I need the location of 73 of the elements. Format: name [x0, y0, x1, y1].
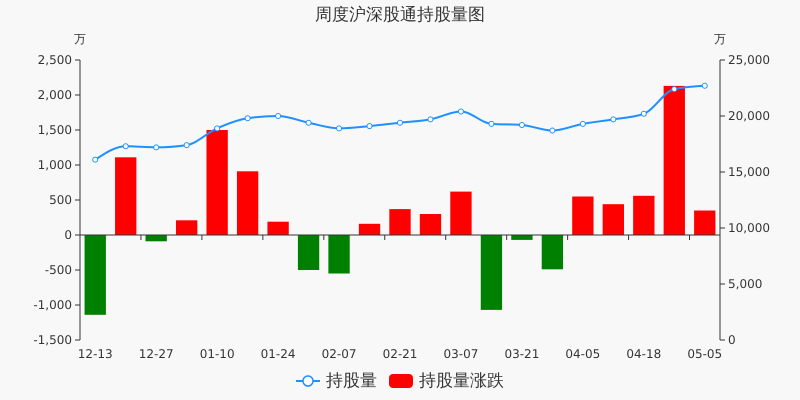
bar: [542, 235, 564, 270]
y-tick-label: -1,000: [33, 298, 72, 312]
point: [92, 156, 98, 163]
y2-tick-label: 20,000: [728, 109, 770, 124]
bar: [146, 235, 167, 242]
point: [427, 116, 434, 122]
x-tick-label: 12-13: [78, 347, 113, 361]
point: [184, 142, 190, 148]
y2-axis-title: 万: [714, 32, 726, 46]
y2-tick-label: 25,000: [728, 53, 770, 68]
point: [275, 113, 282, 119]
bar: [298, 235, 320, 270]
x-tick-label: 05-05: [687, 347, 722, 361]
point: [153, 144, 160, 150]
point: [336, 125, 342, 132]
point: [244, 115, 251, 122]
point: [549, 128, 556, 134]
bar: [480, 235, 502, 310]
x-tick-label: 02-21: [382, 347, 418, 361]
bar: [236, 171, 258, 235]
point: [306, 120, 312, 126]
point: [122, 143, 129, 150]
y-axis-title: 万: [74, 32, 86, 46]
y-tick-label: 0: [64, 228, 72, 242]
point: [640, 110, 647, 117]
point: [671, 86, 678, 92]
x-tick-label: 04-18: [626, 347, 662, 361]
bar: [115, 157, 136, 235]
bar: [572, 196, 594, 235]
bar: [633, 196, 654, 235]
bar: [176, 220, 198, 235]
x-tick-label: 04-05: [565, 347, 600, 361]
point: [366, 123, 373, 130]
bar: [450, 192, 472, 235]
x-tick-label: 01-10: [200, 347, 235, 361]
bar: [328, 235, 350, 274]
bar: [664, 86, 685, 235]
x-tick-label: 01-24: [260, 347, 296, 361]
point: [518, 122, 525, 128]
y2-tick-label: 5,000: [728, 277, 762, 292]
point: [580, 120, 586, 127]
y-tick-label: -1,500: [33, 333, 72, 348]
point: [397, 120, 403, 126]
y-tick-label: 500: [49, 193, 72, 208]
point: [702, 82, 708, 89]
x-tick-label: 03-07: [444, 347, 478, 361]
y-tick-label: 1,000: [38, 158, 72, 172]
bar: [84, 235, 106, 315]
bar: [420, 214, 442, 235]
point: [488, 120, 494, 127]
point: [610, 116, 616, 122]
y2-tick-label: 10,000: [728, 221, 770, 236]
bar: [511, 235, 533, 240]
y-tick-label: 1,500: [38, 123, 72, 138]
bar: [694, 210, 716, 235]
y2-tick-label: 15,000: [728, 165, 770, 180]
y-tick-label: 2,000: [38, 88, 72, 102]
point: [214, 125, 220, 132]
y2-tick-label: 0: [728, 333, 736, 348]
x-tick-label: 03-21: [504, 347, 540, 361]
bar: [267, 222, 289, 235]
legend-label: 持股量涨跌: [419, 370, 504, 392]
bar: [602, 204, 624, 235]
y-tick-label: -500: [44, 263, 72, 278]
bar: [389, 209, 411, 235]
point: [458, 108, 464, 115]
bar: [206, 130, 228, 235]
chart-title: 周度沪深股通持股量图: [315, 5, 485, 25]
x-tick-label: 02-07: [322, 347, 356, 361]
legend-label: 持股量: [326, 370, 377, 392]
x-tick-label: 12-27: [138, 347, 174, 361]
y-tick-label: 2,500: [38, 53, 72, 68]
bar: [358, 224, 380, 235]
